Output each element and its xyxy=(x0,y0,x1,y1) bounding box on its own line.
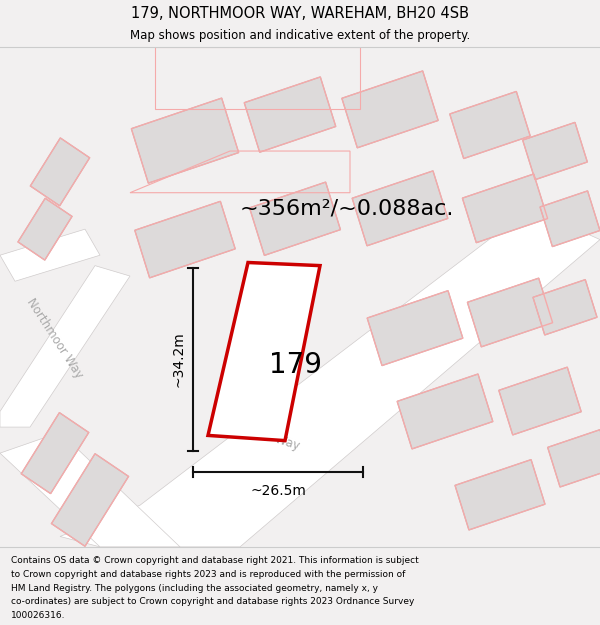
Polygon shape xyxy=(548,429,600,487)
Text: co-ordinates) are subject to Crown copyright and database rights 2023 Ordnance S: co-ordinates) are subject to Crown copyr… xyxy=(11,598,414,606)
Polygon shape xyxy=(0,229,100,281)
Text: Northmoor Way: Northmoor Way xyxy=(209,412,301,452)
Polygon shape xyxy=(250,182,340,256)
Polygon shape xyxy=(533,279,597,335)
Text: Contains OS data © Crown copyright and database right 2021. This information is : Contains OS data © Crown copyright and d… xyxy=(11,556,419,565)
Polygon shape xyxy=(0,266,130,427)
Polygon shape xyxy=(450,91,530,159)
Text: 100026316.: 100026316. xyxy=(11,611,65,620)
Polygon shape xyxy=(18,198,72,260)
Polygon shape xyxy=(523,122,587,180)
Polygon shape xyxy=(467,278,553,347)
Polygon shape xyxy=(0,432,180,547)
Polygon shape xyxy=(540,191,600,247)
Polygon shape xyxy=(52,454,128,546)
Polygon shape xyxy=(244,77,336,152)
Polygon shape xyxy=(499,367,581,435)
Text: ~34.2m: ~34.2m xyxy=(172,331,186,388)
Polygon shape xyxy=(31,138,89,206)
Text: 179: 179 xyxy=(269,351,322,379)
Polygon shape xyxy=(135,201,235,278)
Polygon shape xyxy=(455,459,545,530)
Text: Northmoor Way: Northmoor Way xyxy=(24,296,86,381)
Text: ~26.5m: ~26.5m xyxy=(250,484,306,498)
Polygon shape xyxy=(21,412,89,494)
Polygon shape xyxy=(342,71,438,148)
Text: HM Land Registry. The polygons (including the associated geometry, namely x, y: HM Land Registry. The polygons (includin… xyxy=(11,584,378,592)
Text: ~356m²/~0.088ac.: ~356m²/~0.088ac. xyxy=(240,198,454,218)
Polygon shape xyxy=(463,174,548,242)
Text: Map shows position and indicative extent of the property.: Map shows position and indicative extent… xyxy=(130,29,470,42)
Polygon shape xyxy=(397,374,493,449)
Polygon shape xyxy=(367,291,463,366)
Polygon shape xyxy=(60,208,600,547)
Text: 179, NORTHMOOR WAY, WAREHAM, BH20 4SB: 179, NORTHMOOR WAY, WAREHAM, BH20 4SB xyxy=(131,6,469,21)
Polygon shape xyxy=(208,262,320,441)
Polygon shape xyxy=(352,171,448,246)
Polygon shape xyxy=(131,98,239,183)
Text: to Crown copyright and database rights 2023 and is reproduced with the permissio: to Crown copyright and database rights 2… xyxy=(11,570,405,579)
